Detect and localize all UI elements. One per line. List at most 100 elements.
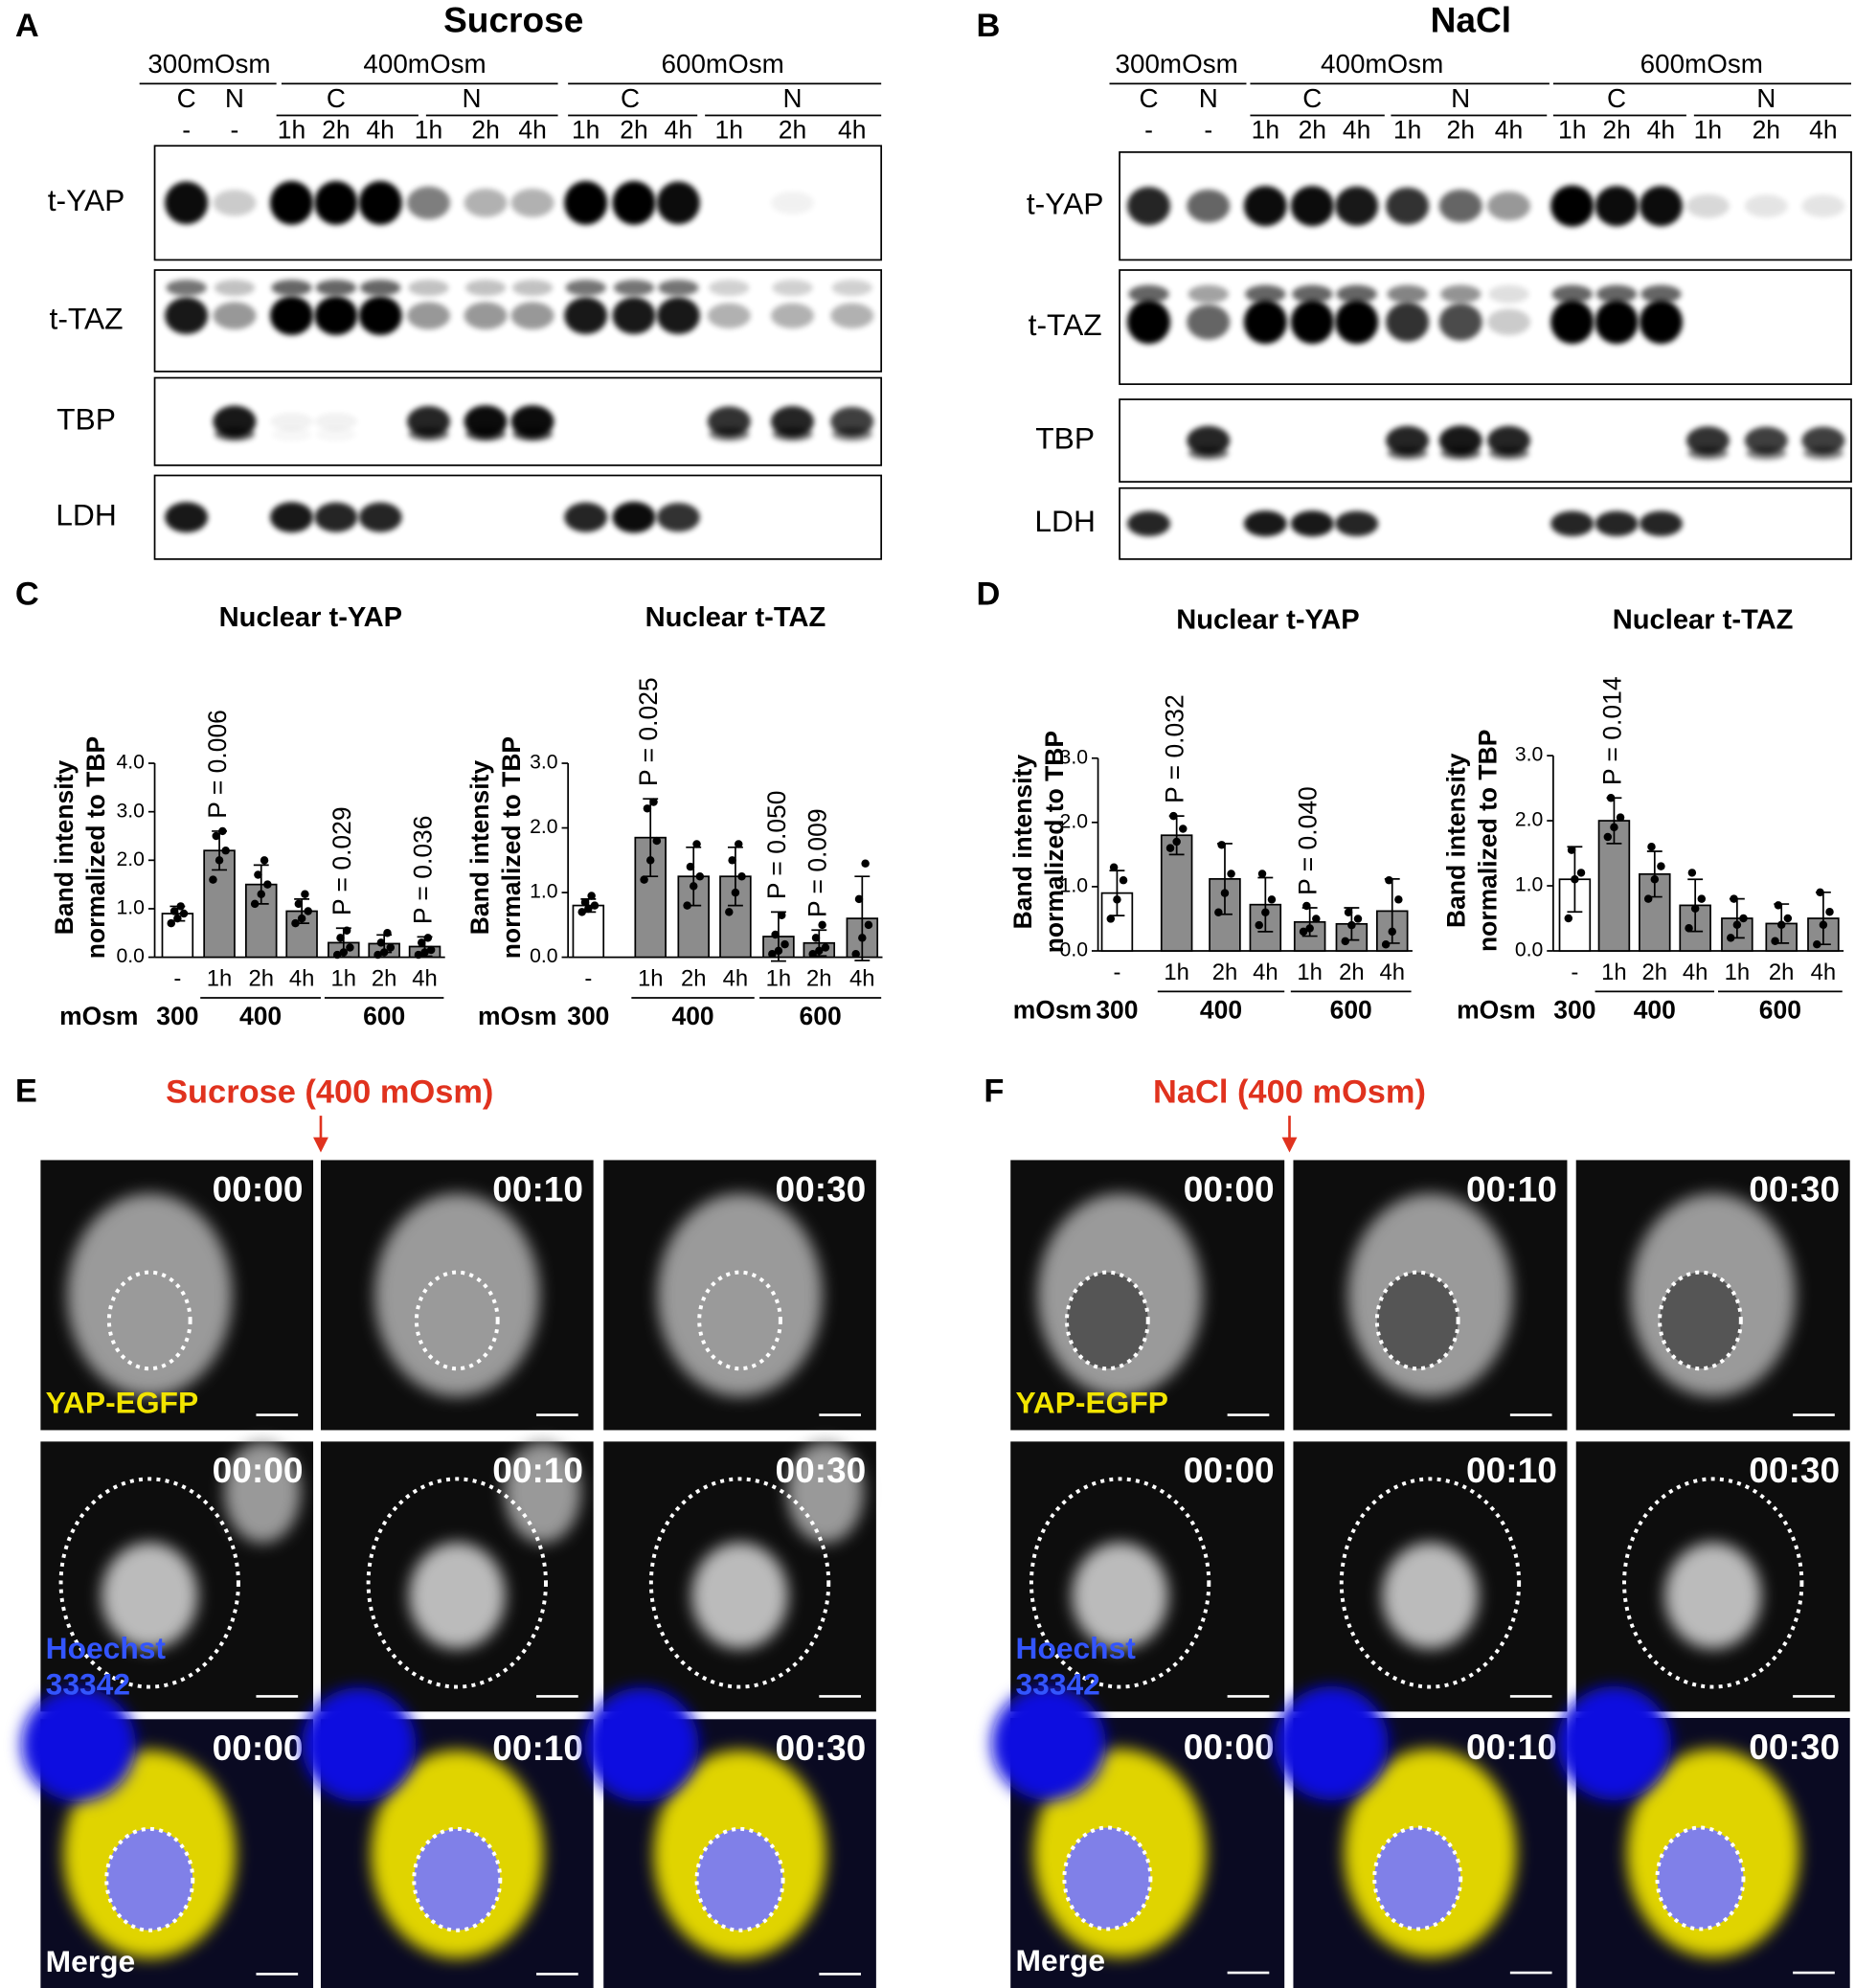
band <box>358 180 402 225</box>
nucleus-outline <box>106 1270 192 1371</box>
band <box>1440 284 1482 304</box>
data-point <box>257 890 265 899</box>
band <box>214 427 256 441</box>
time-stamp: 00:10 <box>492 1728 583 1768</box>
data-point <box>1771 937 1779 946</box>
band <box>1386 187 1430 225</box>
data-point <box>1347 920 1356 930</box>
cell-outline <box>1029 1477 1211 1689</box>
x-tick-label: - <box>584 966 592 992</box>
group-title: mOsm <box>478 1002 556 1030</box>
band <box>1595 284 1638 304</box>
y-tick-label: 2.0 <box>1060 810 1088 832</box>
band <box>271 427 311 441</box>
x-tick-label: 2h <box>372 966 397 992</box>
band <box>1292 284 1333 304</box>
data-point <box>304 907 312 915</box>
band <box>1744 426 1788 455</box>
data-point <box>332 950 342 960</box>
blot-row-label: t-YAP <box>48 183 125 217</box>
time-stamp: 00:00 <box>1184 1168 1275 1209</box>
band <box>1595 510 1639 536</box>
data-point <box>294 899 304 909</box>
data-point <box>373 950 382 960</box>
band <box>511 280 554 297</box>
data-point <box>728 856 736 865</box>
lane-label: - <box>182 116 191 145</box>
data-point <box>1813 939 1821 949</box>
data-point <box>649 798 658 806</box>
band <box>658 280 699 297</box>
data-point <box>383 929 392 938</box>
data-point <box>1567 846 1576 854</box>
data-point <box>167 918 175 928</box>
band <box>1243 300 1287 345</box>
band <box>314 413 358 431</box>
x-tick-label: 1h <box>638 966 664 992</box>
lane-label: 4h <box>838 116 866 145</box>
imaging-title: Sucrose (400 mOsm) <box>166 1074 493 1111</box>
lane-label: 4h <box>1809 116 1837 145</box>
data-point <box>1227 870 1235 878</box>
band <box>565 280 606 297</box>
time-stamp: 00:10 <box>1466 1727 1557 1767</box>
x-tick-label: 1h <box>1164 960 1189 985</box>
data-point <box>1267 895 1277 904</box>
data-point <box>725 908 734 916</box>
time-stamp: 00:10 <box>492 1450 583 1490</box>
fraction-label: N <box>225 83 244 113</box>
cell-outline <box>1339 1477 1522 1689</box>
time-stamp: 00:30 <box>775 1728 866 1768</box>
y-tick-label: 3.0 <box>1515 744 1543 766</box>
lane-label: 1h <box>1393 116 1421 145</box>
cell-outline <box>366 1477 548 1689</box>
data-point <box>1113 895 1121 904</box>
fraction-label: N <box>782 83 802 113</box>
band <box>165 181 209 225</box>
band <box>270 413 314 431</box>
fraction-label: N <box>1451 83 1470 113</box>
band <box>612 180 656 225</box>
band <box>314 180 358 225</box>
band <box>772 280 813 297</box>
data-point <box>590 901 599 910</box>
data-point <box>1217 841 1226 849</box>
y-tick-label: 0.0 <box>1060 939 1088 961</box>
data-point <box>1353 915 1363 923</box>
data-point <box>808 949 817 959</box>
lane-label: 1h <box>415 116 442 145</box>
data-point <box>1647 843 1656 851</box>
band <box>770 191 815 215</box>
data-point <box>254 870 262 879</box>
data-point <box>346 943 354 952</box>
blot-box <box>1119 398 1852 483</box>
group-label: 300 <box>156 1002 198 1030</box>
data-point <box>1261 908 1270 916</box>
data-point <box>1603 832 1613 842</box>
band <box>1440 446 1482 461</box>
nucleus <box>1664 1542 1762 1649</box>
group-title: mOsm <box>1013 996 1092 1025</box>
time-stamp: 00:30 <box>1749 1168 1840 1209</box>
band <box>1187 189 1231 223</box>
x-tick-label: 1h <box>207 966 233 992</box>
band <box>165 502 209 533</box>
data-point <box>577 908 586 916</box>
lane-label: 2h <box>471 116 499 145</box>
data-point <box>584 904 593 914</box>
band <box>1488 446 1529 461</box>
data-point <box>209 875 217 884</box>
x-tick-label: 4h <box>723 966 749 992</box>
data-point <box>851 949 860 959</box>
data-point <box>1312 915 1321 923</box>
data-point <box>861 859 870 868</box>
data-point <box>643 804 652 813</box>
data-point <box>1106 915 1116 923</box>
nucleus <box>584 1687 699 1802</box>
data-point <box>1305 924 1314 933</box>
data-point <box>291 918 300 928</box>
x-tick-label: 2h <box>1212 960 1238 985</box>
y-tick-label: 1.0 <box>117 897 145 919</box>
band <box>464 427 507 441</box>
